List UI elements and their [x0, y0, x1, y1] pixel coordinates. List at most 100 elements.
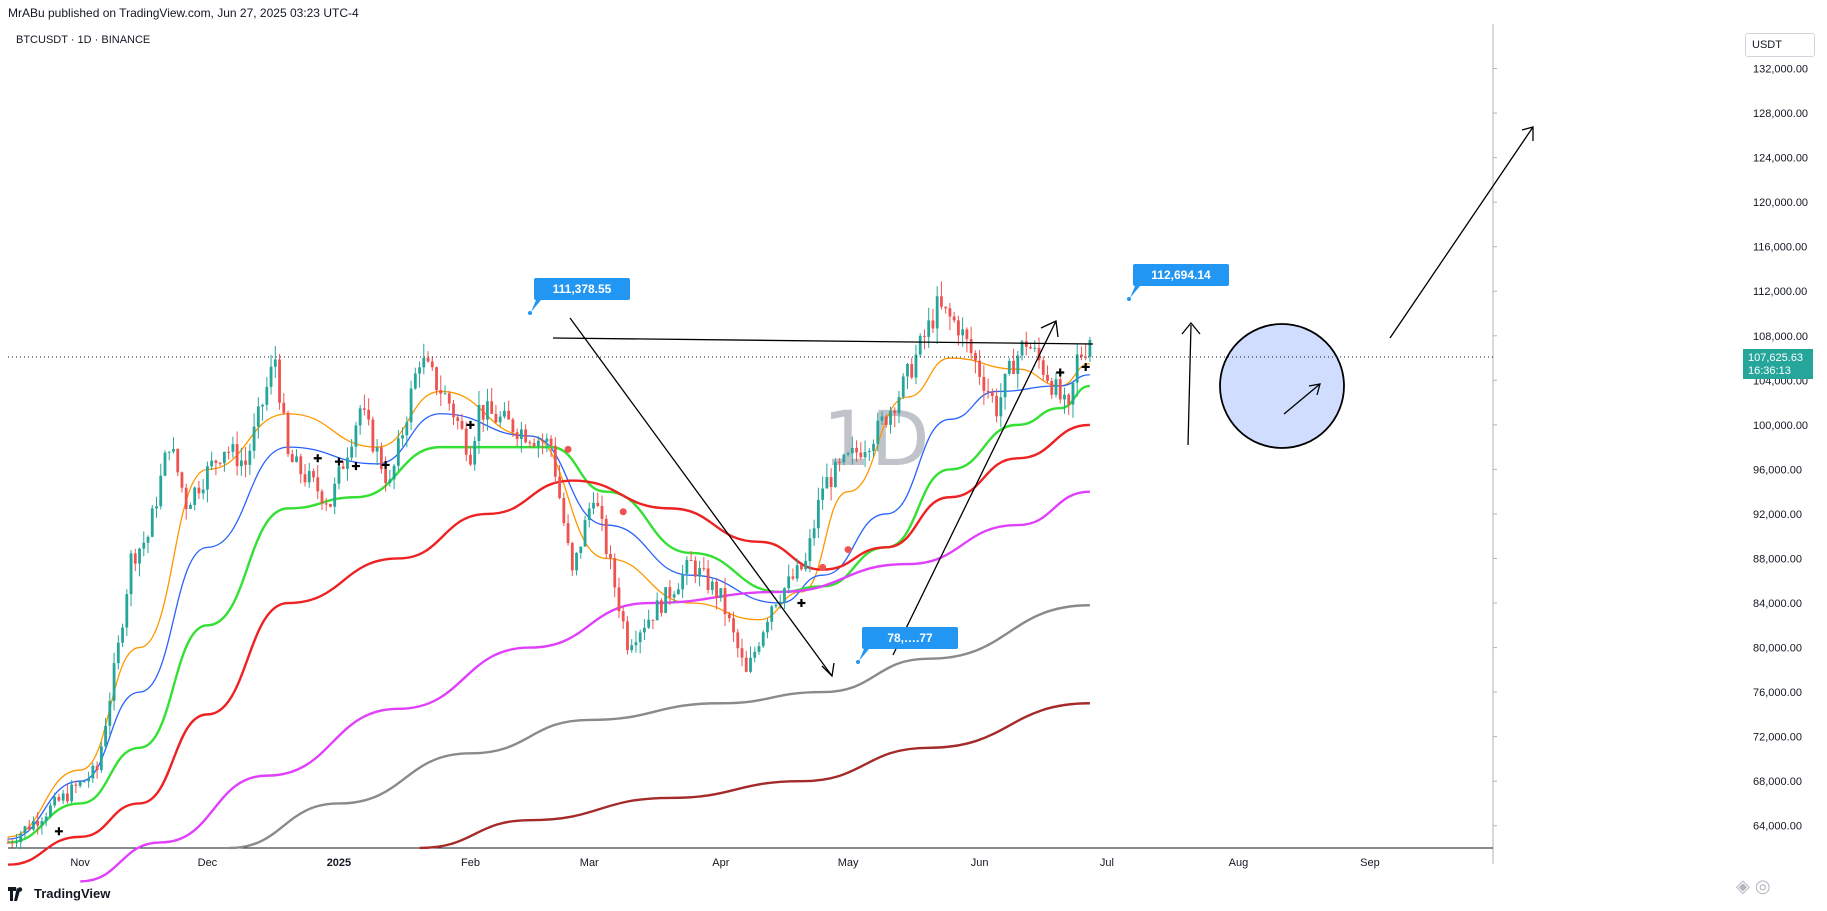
candle-body [579, 546, 583, 553]
candle-body [235, 444, 239, 467]
candle-body [795, 565, 799, 579]
moving-averages [8, 358, 1090, 881]
candle-body [95, 765, 99, 771]
candle-body [401, 435, 404, 439]
signal-cross-icon [381, 460, 390, 469]
publish-info: MrABu published on TradingView.com, Jun … [8, 6, 359, 20]
signal-dot-icon [819, 563, 827, 571]
candle-body [706, 568, 710, 590]
candle-body [295, 456, 298, 463]
candle-body [307, 471, 311, 483]
candle-body [261, 404, 264, 407]
candle-body [999, 397, 1003, 417]
candle-body [57, 796, 61, 801]
candle-body [676, 589, 680, 595]
candle-body [1080, 354, 1083, 357]
candle-body [333, 483, 337, 507]
candle-body [1075, 354, 1079, 383]
candle-body [604, 518, 608, 554]
candle-body [812, 528, 816, 539]
candle-body [872, 443, 875, 452]
symbol-info[interactable]: BTCUSDT · 1D · BINANCE [16, 34, 151, 46]
candle-body [265, 386, 269, 405]
candle-body [660, 600, 663, 613]
candle-body [409, 388, 413, 423]
currency-selector[interactable]: USDT [1745, 33, 1815, 57]
candle-body [443, 393, 447, 395]
candle-body [405, 422, 409, 436]
candle-body [150, 508, 154, 537]
signal-cross-icon [466, 420, 475, 429]
candle-body [269, 366, 273, 387]
candle-body [816, 499, 820, 529]
drawings[interactable] [8, 126, 1534, 678]
candle-body [855, 447, 858, 453]
candle-body [973, 353, 977, 361]
moving-average-line [420, 703, 1090, 848]
candle-body [1037, 347, 1041, 361]
candle-body [1029, 346, 1032, 349]
candle-body [396, 438, 400, 466]
brand-label: TradingView [34, 886, 111, 901]
candle-body [53, 796, 57, 806]
candle-body [1016, 355, 1020, 374]
candle-body [23, 826, 27, 834]
candle-body [180, 472, 184, 488]
candle-body [1012, 360, 1015, 374]
y-tick-label: 80,000.00 [1753, 643, 1802, 655]
x-tick-label: 2025 [327, 857, 351, 869]
candle-body [146, 536, 150, 543]
candle-body [82, 781, 86, 783]
tradingview-logo-icon [8, 886, 23, 901]
candle-body [375, 447, 379, 452]
candle-body [761, 632, 765, 647]
tradingview-brand[interactable]: TradingView [8, 886, 110, 901]
candle-body [1063, 394, 1066, 400]
candle-body [341, 466, 345, 469]
y-tick-label: 68,000.00 [1753, 776, 1802, 788]
candle-body [626, 621, 629, 651]
candle-body [698, 568, 701, 577]
candle-body [957, 320, 960, 336]
y-tick-label: 88,000.00 [1753, 553, 1802, 565]
candle-body [821, 488, 825, 500]
candle-body [515, 432, 519, 439]
watermark-interval: 1D [823, 394, 930, 483]
candle-body [388, 479, 392, 483]
candle-body [193, 487, 197, 505]
candle-body [133, 553, 137, 564]
signal-cross-icon [334, 457, 343, 466]
moving-average-line [80, 492, 1090, 882]
candle-body [969, 339, 973, 354]
candle-body [469, 454, 472, 465]
candle-body [91, 765, 95, 779]
price-callout-label: 111,378.55 [553, 282, 612, 296]
candle-body [715, 581, 718, 598]
candle-body [553, 445, 557, 477]
current-price-label: 107,625.63 16:36:13 [1743, 349, 1813, 379]
candle-body [87, 778, 91, 782]
candle-body [184, 487, 188, 509]
countdown-text: 16:36:13 [1748, 365, 1791, 377]
candle-body [490, 401, 494, 414]
candle-body [918, 335, 922, 355]
candle-body [244, 460, 247, 465]
price-callout-pointer [1130, 286, 1140, 298]
candle-body [753, 651, 757, 658]
candle-body [570, 543, 574, 571]
target-arrow [1389, 126, 1534, 339]
candle-body [329, 504, 332, 507]
candle-body [944, 306, 948, 309]
candle-body [859, 452, 863, 458]
candle-body [27, 826, 31, 830]
candle-body [621, 611, 625, 622]
current-price-text: 107,625.63 [1748, 352, 1803, 364]
candle-body [201, 489, 205, 494]
candle-body [40, 821, 44, 826]
candle-body [252, 426, 256, 451]
candle-body [36, 820, 40, 826]
x-tick-label: Dec [198, 857, 218, 869]
candle-body [379, 447, 383, 470]
candle-body [749, 657, 752, 672]
